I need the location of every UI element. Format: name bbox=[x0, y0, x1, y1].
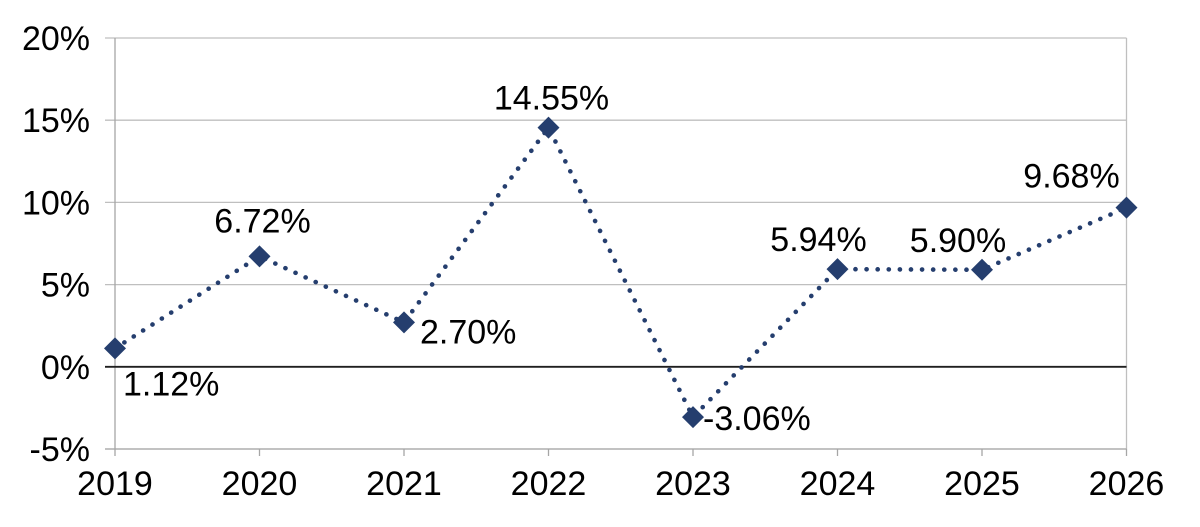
x-axis-tick-label: 2021 bbox=[366, 465, 442, 503]
data-point-label: 5.90% bbox=[910, 222, 1006, 260]
y-axis-tick-label: 20% bbox=[22, 20, 90, 58]
y-axis-tick-label: 15% bbox=[22, 102, 90, 140]
x-axis-tick-label: 2020 bbox=[222, 465, 298, 503]
data-point-marker bbox=[104, 337, 126, 360]
y-axis-tick-label: 10% bbox=[22, 184, 90, 222]
data-point-marker bbox=[393, 311, 415, 334]
data-point-marker bbox=[682, 406, 704, 429]
data-point-label: -3.06% bbox=[703, 400, 811, 438]
y-axis-tick-label: -5% bbox=[30, 431, 90, 469]
y-axis-tick-label: 5% bbox=[41, 267, 90, 305]
x-axis-tick-label: 2026 bbox=[1089, 465, 1165, 503]
data-point-label: 6.72% bbox=[214, 202, 310, 240]
series-dotted-line bbox=[112, 125, 1129, 420]
data-point-label: 1.12% bbox=[123, 365, 219, 403]
y-axis-tick-label: 0% bbox=[41, 349, 90, 387]
data-point-marker bbox=[826, 258, 849, 281]
x-axis-tick-label: 2024 bbox=[800, 465, 876, 503]
data-point-marker bbox=[537, 116, 560, 139]
data-point-label: 5.94% bbox=[770, 221, 866, 259]
x-axis-tick-label: 2022 bbox=[511, 465, 587, 503]
data-point-label: 14.55% bbox=[494, 80, 609, 118]
data-point-marker bbox=[1115, 196, 1138, 219]
x-axis-tick-label: 2025 bbox=[944, 465, 1020, 503]
data-point-label: 2.70% bbox=[420, 313, 516, 351]
data-point-label: 9.68% bbox=[1023, 158, 1119, 196]
x-axis-tick-label: 2023 bbox=[655, 465, 731, 503]
data-point-marker bbox=[248, 245, 271, 268]
data-point-marker bbox=[971, 258, 993, 281]
x-axis-tick-label: 2019 bbox=[77, 465, 153, 503]
